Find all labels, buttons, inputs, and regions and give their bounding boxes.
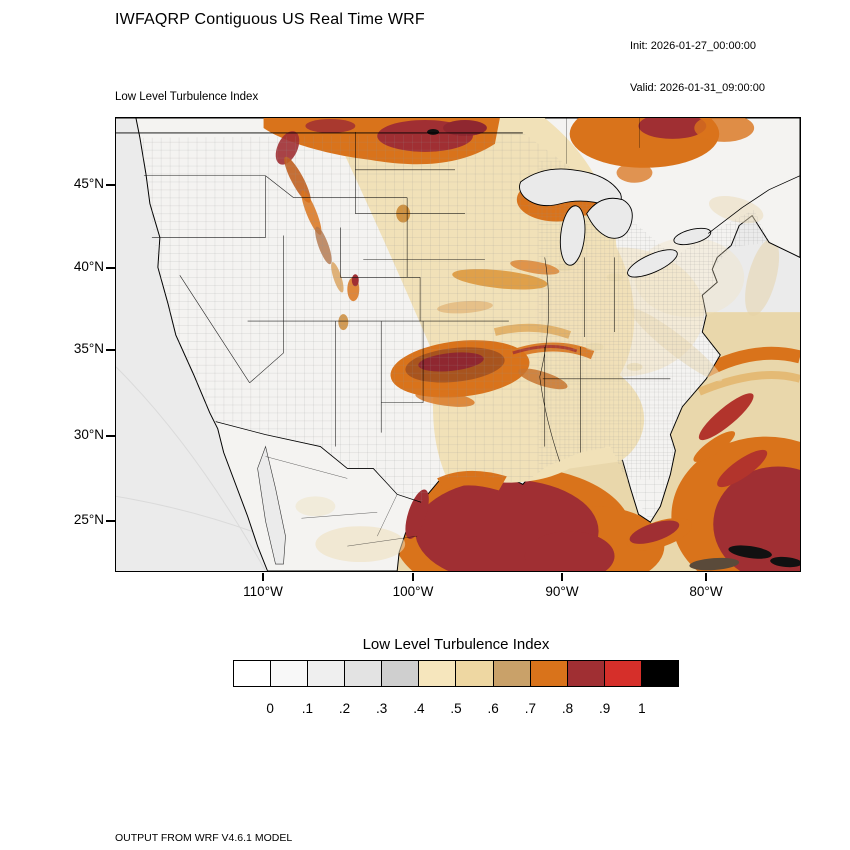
colorbar-cell xyxy=(344,660,383,687)
y-axis-tick-label: 40°N xyxy=(73,259,104,274)
y-axis-tick xyxy=(106,520,115,522)
colorbar-cell xyxy=(270,660,309,687)
colorbar-tick-label: .3 xyxy=(376,701,388,716)
us-map xyxy=(115,117,801,572)
colorbar-cell xyxy=(566,660,605,687)
x-axis-tick xyxy=(412,573,414,581)
field-label: Low Level Turbulence Index xyxy=(115,91,259,103)
y-axis-tick-label: 35°N xyxy=(73,341,104,356)
model-version-line: OUTPUT FROM WRF V4.6.1 MODEL xyxy=(115,832,293,844)
x-axis-tick xyxy=(705,573,707,581)
x-axis-tick xyxy=(561,573,563,581)
valid-time: Valid: 2026-01-31_09:00:00 xyxy=(630,82,765,94)
colorbar-title: Low Level Turbulence Index xyxy=(362,636,550,653)
colorbar-tick-label: .9 xyxy=(599,701,611,716)
colorbar-cell xyxy=(529,660,568,687)
footer-info: OUTPUT FROM WRF V4.6.1 MODEL WE = 580 ; … xyxy=(115,806,528,850)
x-axis-tick-label: 100°W xyxy=(392,584,434,599)
run-info: Init: 2026-01-27_00:00:00 Valid: 2026-01… xyxy=(630,11,765,123)
colorbar-tick-label: .1 xyxy=(301,701,313,716)
colorbar-cell xyxy=(455,660,494,687)
colorbar-cell xyxy=(418,660,457,687)
init-time: Init: 2026-01-27_00:00:00 xyxy=(630,40,756,52)
y-axis-tick xyxy=(106,267,115,269)
y-axis-tick-label: 30°N xyxy=(73,427,104,442)
page-title: IWFAQRP Contiguous US Real Time WRF xyxy=(115,11,425,28)
colorbar-tick-labels: 0 .1 .2 .3 .4 .5 .6 .7 .8 .9 1 xyxy=(233,701,679,717)
y-axis-tick xyxy=(106,349,115,351)
colorbar-tick-label: .2 xyxy=(338,701,351,716)
x-axis-tick-label: 80°W xyxy=(689,584,723,599)
colorbar-cells xyxy=(233,660,679,687)
colorbar-cell xyxy=(603,660,642,687)
colorbar-tick-label: 0 xyxy=(266,701,274,716)
y-axis-tick-label: 25°N xyxy=(73,512,104,527)
colorbar-cell xyxy=(492,660,531,687)
colorbar-tick-label: .5 xyxy=(450,701,462,716)
colorbar-tick-label: .7 xyxy=(524,701,536,716)
colorbar-tick-label: .4 xyxy=(413,701,425,716)
y-axis-tick-label: 45°N xyxy=(73,176,104,191)
y-axis-tick xyxy=(106,435,115,437)
colorbar-cell xyxy=(381,660,420,687)
colorbar-tick-label: 1 xyxy=(638,701,646,716)
x-axis-tick xyxy=(262,573,264,581)
colorbar-tick-label: .6 xyxy=(487,701,499,716)
us-map-svg xyxy=(116,118,800,571)
y-axis-tick xyxy=(106,184,115,186)
colorbar-cell xyxy=(307,660,346,687)
colorbar-tick-label: .8 xyxy=(561,701,574,716)
x-axis-tick-label: 90°W xyxy=(545,584,579,599)
colorbar-cell xyxy=(640,660,679,687)
x-axis-tick-label: 110°W xyxy=(243,584,283,599)
colorbar-cell xyxy=(233,660,272,687)
